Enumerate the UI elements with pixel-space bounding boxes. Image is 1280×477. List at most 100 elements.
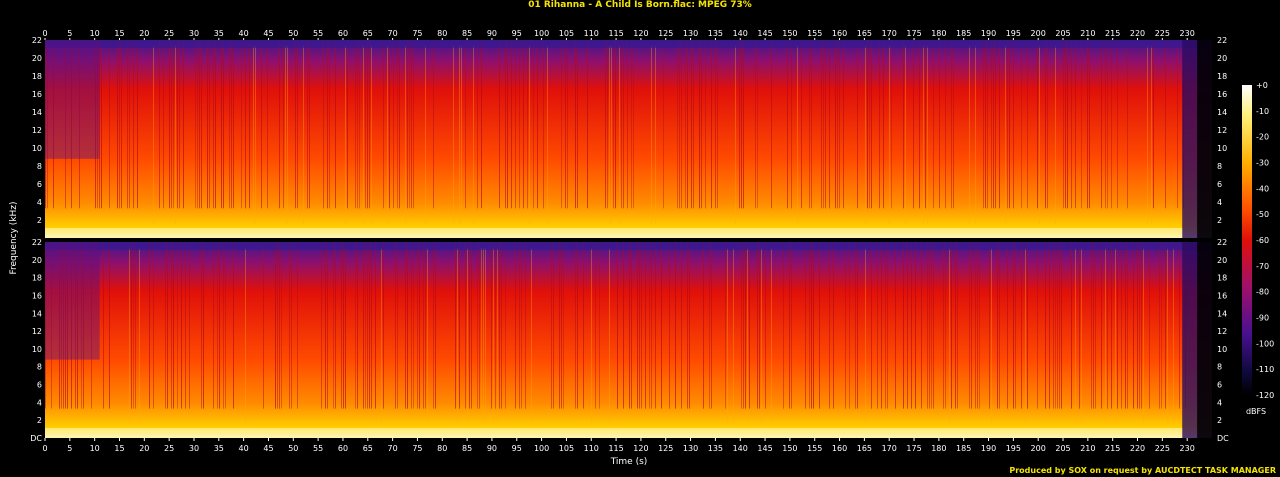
y-tick-label-right: 8	[1217, 162, 1222, 171]
y-tick-label-right: 6	[1217, 180, 1222, 189]
x-tick-label-bottom: 175	[906, 444, 921, 453]
colorbar-tick-label: -10	[1256, 107, 1269, 116]
y-tick-label-right: 16	[1217, 291, 1227, 300]
x-tick-label-bottom: 15	[114, 444, 124, 453]
x-tick-label-top: 205	[1055, 29, 1070, 38]
spectrogram-panel-1	[45, 40, 1212, 238]
x-tick-label-bottom: 170	[882, 444, 897, 453]
x-tick-label-top: 170	[882, 29, 897, 38]
y-tick-label-right: 8	[1217, 363, 1222, 372]
x-tick-label-bottom: 5	[67, 444, 72, 453]
y-tick-label-right: 14	[1217, 309, 1227, 318]
colorbar-tick-label: +0	[1256, 81, 1268, 90]
x-tick-label-bottom: 85	[462, 444, 472, 453]
y-tick-label-left: 22	[32, 36, 42, 45]
colorbar	[1242, 85, 1252, 395]
x-tick-label-bottom: 225	[1155, 444, 1170, 453]
y-dc-label-left: DC	[30, 434, 42, 443]
x-tick-label-bottom: 65	[363, 444, 373, 453]
y-tick-label-left: 10	[32, 144, 42, 153]
x-tick-label-bottom: 220	[1130, 444, 1145, 453]
y-tick-label-left: 2	[37, 416, 42, 425]
x-tick-label-top: 135	[708, 29, 723, 38]
x-tick-label-bottom: 90	[487, 444, 497, 453]
x-tick-label-bottom: 35	[214, 444, 224, 453]
channel-separator	[45, 238, 1212, 242]
colorbar-tick-label: -30	[1256, 159, 1269, 168]
y-tick-label-left: 22	[32, 238, 42, 247]
x-tick-label-top: 110	[584, 29, 599, 38]
y-tick-label-right: 6	[1217, 381, 1222, 390]
intro-region-2	[45, 242, 100, 360]
x-tick-label-top: 150	[782, 29, 797, 38]
x-tick-label-bottom: 195	[1006, 444, 1021, 453]
y-tick-label-left: 20	[32, 54, 42, 63]
x-tick-label-bottom: 145	[757, 444, 772, 453]
x-tick-label-top: 100	[534, 29, 549, 38]
x-tick-label-top: 20	[139, 29, 149, 38]
y-tick-label-right: 22	[1217, 238, 1227, 247]
y-tick-label-right: 18	[1217, 274, 1227, 283]
x-tick-label-top: 30	[189, 29, 199, 38]
y-tick-label-left: 6	[37, 180, 42, 189]
x-tick-label-bottom: 105	[559, 444, 574, 453]
y-tick-label-left: 16	[32, 291, 42, 300]
y-tick-label-left: 12	[32, 126, 42, 135]
y-tick-label-right: 4	[1217, 398, 1222, 407]
x-tick-label-bottom: 25	[164, 444, 174, 453]
x-tick-label-top: 5	[67, 29, 72, 38]
x-tick-label-bottom: 190	[981, 444, 996, 453]
y-tick-label-left: 14	[32, 309, 42, 318]
x-tick-label-bottom: 150	[782, 444, 797, 453]
x-tick-label-top: 50	[288, 29, 298, 38]
x-tick-label-top: 225	[1155, 29, 1170, 38]
colorbar-tick-label: -80	[1256, 288, 1269, 297]
spectrogram-texture-2	[45, 242, 1186, 425]
colorbar-tick-label: -100	[1256, 339, 1274, 348]
x-tick-label-bottom: 135	[708, 444, 723, 453]
y-tick-label-right: 2	[1217, 416, 1222, 425]
x-tick-label-top: 145	[757, 29, 772, 38]
y-tick-label-right: 12	[1217, 327, 1227, 336]
y-tick-label-left: 14	[32, 108, 42, 117]
colorbar-tick-label: -110	[1256, 365, 1274, 374]
x-tick-label-top: 155	[807, 29, 822, 38]
x-tick-label-top: 80	[437, 29, 447, 38]
x-tick-label-bottom: 205	[1055, 444, 1070, 453]
x-tick-label-top: 55	[313, 29, 323, 38]
spectrogram-title: 01 Rihanna - A Child Is Born.flac: MPEG …	[528, 0, 752, 10]
x-tick-label-bottom: 140	[733, 444, 748, 453]
intro-region-1	[45, 40, 100, 159]
y-tick-label-right: 2	[1217, 216, 1222, 225]
x-tick-label-top: 105	[559, 29, 574, 38]
x-tick-label-bottom: 200	[1031, 444, 1046, 453]
x-tick-label-bottom: 75	[412, 444, 422, 453]
x-tick-label-bottom: 125	[658, 444, 673, 453]
x-tick-label-bottom: 215	[1105, 444, 1120, 453]
x-tick-label-bottom: 230	[1180, 444, 1195, 453]
x-tick-label-top: 160	[832, 29, 847, 38]
x-tick-label-top: 35	[214, 29, 224, 38]
x-tick-label-bottom: 80	[437, 444, 447, 453]
x-tick-label-bottom: 95	[512, 444, 522, 453]
x-tick-label-top: 200	[1031, 29, 1046, 38]
x-tick-label-top: 140	[733, 29, 748, 38]
y-tick-label-right: 20	[1217, 256, 1227, 265]
x-tick-label-bottom: 70	[388, 444, 398, 453]
y-tick-label-right: 18	[1217, 72, 1227, 81]
y-tick-label-left: 4	[37, 398, 42, 407]
y-tick-label-left: 10	[32, 345, 42, 354]
y-tick-label-left: 8	[37, 162, 42, 171]
colorbar-tick-label: -120	[1256, 391, 1274, 400]
y-tick-label-right: 22	[1217, 36, 1227, 45]
x-tick-label-top: 70	[388, 29, 398, 38]
colorbar-tick-label: -40	[1256, 184, 1269, 193]
x-tick-label-bottom: 10	[90, 444, 100, 453]
x-tick-label-top: 220	[1130, 29, 1145, 38]
x-tick-label-bottom: 165	[857, 444, 872, 453]
colorbar-tick-label: -90	[1256, 314, 1269, 323]
x-tick-label-top: 175	[906, 29, 921, 38]
y-tick-label-right: 20	[1217, 54, 1227, 63]
y-tick-label-left: 18	[32, 274, 42, 283]
